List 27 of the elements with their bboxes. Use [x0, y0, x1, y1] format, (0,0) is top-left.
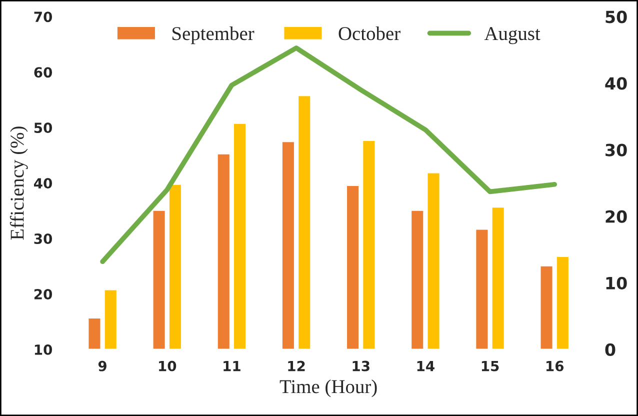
y2-tick-label: 30 [606, 144, 627, 156]
y-tick-label: 70 [34, 12, 52, 22]
x-tick-label: 10 [159, 360, 176, 372]
x-tick-label: 9 [98, 360, 106, 372]
y-tick-label: 50 [34, 122, 52, 134]
legend-label: August [484, 27, 540, 44]
x-tick-label: 16 [546, 360, 564, 372]
y-tick-label: 10 [34, 344, 52, 355]
y2-tick-label: 0 [605, 343, 616, 356]
legend-label: September [172, 26, 254, 44]
x-tick-label: 11 [224, 360, 240, 372]
y2-tick-label: 50 [606, 10, 627, 24]
y-axis-title: Efficiency (%) [10, 126, 28, 240]
y2-tick-label: 20 [606, 210, 627, 223]
y-tick-label: 20 [34, 288, 52, 300]
y-tick-label: 30 [34, 233, 52, 244]
y2-tick-label: 40 [605, 77, 627, 90]
x-axis-title: Time (Hour) [280, 380, 377, 398]
x-tick-label: 15 [482, 360, 499, 372]
y-tick-label: 40 [34, 178, 52, 189]
x-tick-label: 13 [352, 360, 370, 372]
legend-label: October [338, 26, 400, 40]
y2-tick-label: 10 [606, 276, 627, 290]
x-tick-label: 14 [417, 360, 434, 372]
y-tick-label: 60 [34, 67, 52, 78]
line-series [100, 45, 558, 264]
x-tick-label: 12 [288, 360, 305, 372]
